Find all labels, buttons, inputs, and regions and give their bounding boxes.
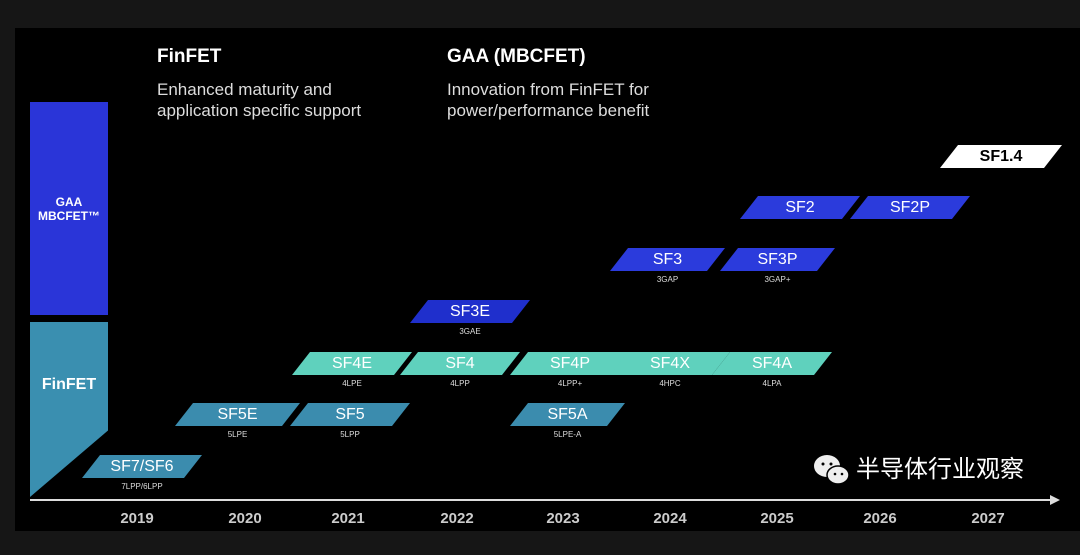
year-label: 2020	[228, 510, 262, 527]
year-label: 2022	[440, 510, 474, 527]
node-sf3p: SF3P	[720, 248, 835, 271]
year-label: 2023	[546, 510, 580, 527]
node-subtitle: 5LPP	[340, 430, 360, 439]
roadmap-slide	[15, 28, 1080, 531]
finfet-desc-line2: application specific support	[157, 101, 362, 120]
watermark: 半导体行业观察	[812, 452, 1024, 488]
node-subtitle: 3GAP+	[764, 275, 791, 284]
gaa-desc-line1: Innovation from FinFET for	[447, 80, 649, 99]
node-sf5a: SF5A	[510, 403, 625, 426]
gaa-desc-line2: power/performance benefit	[447, 101, 650, 120]
gaa-desc: Innovation from FinFET for power/performa…	[447, 79, 649, 121]
node-sf5: SF5	[290, 403, 410, 426]
timeline-axis	[30, 499, 1052, 501]
node-sf5e: SF5E	[175, 403, 300, 426]
year-label: 2021	[331, 510, 365, 527]
node-sf4: SF4	[400, 352, 520, 375]
node-sf2: SF2	[740, 196, 860, 219]
node-subtitle: 4LPP+	[557, 379, 583, 388]
node-subtitle: 4LPE	[342, 379, 362, 388]
node-subtitle: 3GAP	[656, 275, 679, 284]
finfet-desc: Enhanced maturity and application specifi…	[157, 79, 361, 121]
year-label: 2019	[120, 510, 154, 527]
node-sf7sf6: SF7/SF6	[82, 455, 202, 478]
mbcfet-label: MBCFET™	[38, 208, 100, 223]
year-label: 2024	[653, 510, 687, 527]
finfet-label: FinFET	[41, 376, 97, 393]
gaa-label: GAA	[55, 194, 83, 209]
axis-arrow-icon	[1050, 495, 1060, 505]
node-subtitle: 4LPP	[450, 379, 470, 388]
node-subtitle: 4HPC	[659, 379, 681, 388]
gaa-category-box: GAA MBCFET™	[30, 102, 108, 315]
node-subtitle: 4LPA	[762, 379, 782, 388]
finfet-desc-line1: Enhanced maturity and	[157, 80, 332, 99]
node-sf14: SF1.4	[940, 145, 1062, 168]
node-sf4p: SF4P	[510, 352, 630, 375]
node-sf4e: SF4E	[292, 352, 412, 375]
wechat-icon	[814, 455, 850, 485]
node-subtitle: 5LPE-A	[553, 430, 582, 439]
gaa-heading: GAA (MBCFET)	[447, 46, 586, 67]
watermark-text: 半导体行业观察	[856, 456, 1024, 483]
node-subtitle: 5LPE	[227, 430, 248, 439]
finfet-heading: FinFET	[157, 46, 222, 67]
year-label: 2027	[971, 510, 1005, 527]
node-subtitle: 3GAE	[459, 327, 481, 336]
node-sf3: SF3	[610, 248, 725, 271]
year-label: 2025	[760, 510, 794, 527]
node-sf3e: SF3E	[410, 300, 530, 323]
node-subtitle: 7LPP/6LPP	[121, 482, 163, 491]
node-sf4a: SF4A	[712, 352, 832, 375]
node-sf4x: SF4X	[610, 352, 730, 375]
year-label: 2026	[863, 510, 897, 527]
node-sf2p: SF2P	[850, 196, 970, 219]
